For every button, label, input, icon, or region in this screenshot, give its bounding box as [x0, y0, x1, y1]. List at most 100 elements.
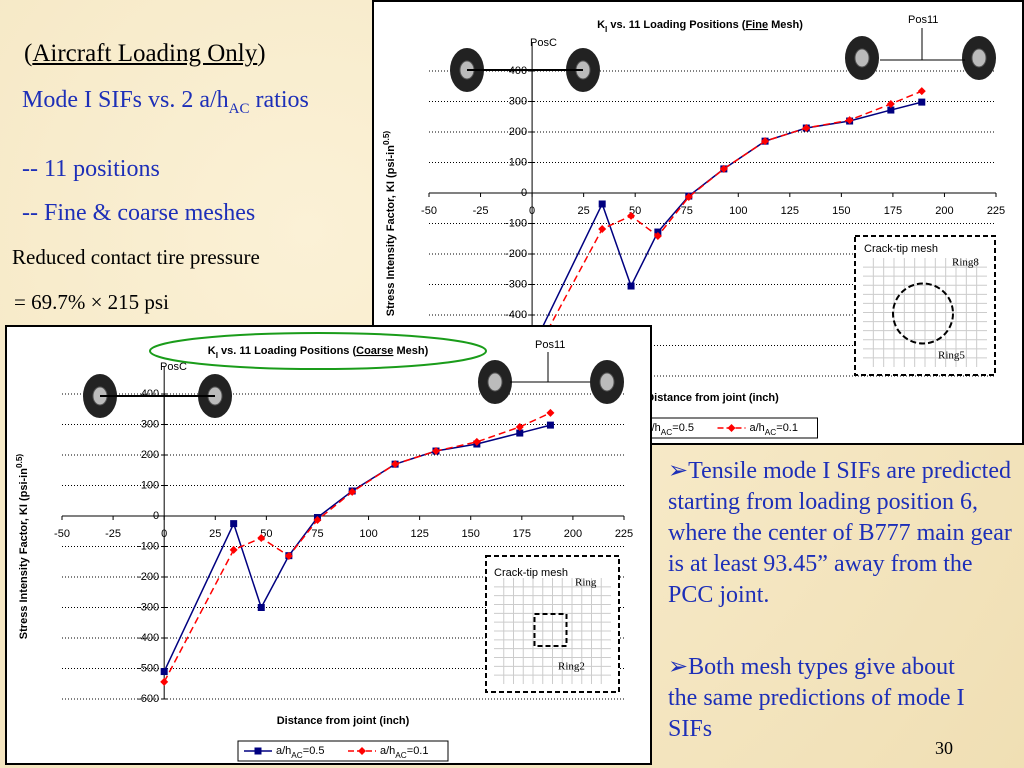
marker	[546, 408, 555, 417]
x-tick-label: 75	[681, 205, 693, 217]
bullet: ➢Both mesh types give about the same pre…	[668, 654, 965, 742]
y-axis-label: Stress Intensity Factor, KI (psi-in0.5)	[15, 454, 30, 640]
marker	[917, 87, 926, 96]
subtitle: Mode I SIFs vs. 2 a/hAC ratios	[22, 85, 312, 124]
text-part: Stress Intensity Factor, KI (psi-in	[385, 145, 397, 316]
marker	[257, 604, 265, 611]
marker	[160, 668, 168, 676]
marker	[802, 124, 811, 133]
marker	[230, 520, 238, 528]
text-part: Mesh)	[393, 345, 428, 357]
x-tick-label: 150	[832, 205, 850, 217]
y-tick-label: -600	[137, 693, 159, 705]
legend-label: a/hAC=0.1	[380, 745, 428, 760]
y-tick-label: 100	[141, 479, 159, 491]
legend-marker	[254, 747, 262, 755]
text-part: AC	[395, 751, 407, 760]
text-part: I	[216, 351, 218, 360]
y-tick-label: 100	[509, 156, 527, 168]
annotation: Pos11	[908, 14, 938, 26]
text-part: Mesh)	[768, 19, 803, 31]
x-tick-label: -25	[105, 528, 121, 540]
title-highlight	[149, 332, 487, 370]
x-tick-label: 225	[987, 205, 1005, 217]
y-tick-label: -300	[137, 601, 159, 613]
x-tick-label: 200	[564, 528, 582, 540]
x-tick-label: 125	[781, 205, 799, 217]
tire-rim	[971, 48, 987, 68]
y-tick-label: -200	[137, 571, 159, 583]
text-part: AC	[661, 428, 673, 437]
y-tick-label: 300	[141, 418, 159, 430]
y-tick-label: -500	[137, 662, 159, 674]
y-tick-label: 200	[141, 449, 159, 461]
marker	[546, 421, 554, 429]
text-part: )	[382, 131, 391, 134]
x-tick-label: -50	[54, 528, 70, 540]
marker	[627, 211, 636, 220]
text-part: AC	[291, 751, 303, 760]
y-tick-label: -100	[137, 540, 159, 552]
marker	[598, 224, 607, 233]
marker	[391, 460, 400, 469]
x-tick-label: 100	[359, 528, 377, 540]
y-tick-label: 400	[141, 388, 159, 400]
annotation: Crack-tip mesh	[864, 243, 938, 255]
x-tick-label: 100	[729, 205, 747, 217]
x-tick-label: 75	[311, 528, 323, 540]
heading-part: (	[24, 40, 33, 67]
annotation: Ring5	[938, 350, 965, 362]
x-tick-label: 175	[884, 205, 902, 217]
text-part: AC	[765, 428, 777, 437]
text-part: =0.5	[303, 745, 325, 757]
marker	[653, 232, 662, 241]
text-part: =0.5	[672, 422, 694, 434]
heading: (Aircraft Loading Only)	[24, 40, 266, 68]
annotation: Crack-tip mesh	[494, 567, 568, 579]
point: -- 11 positions	[22, 156, 160, 182]
annotation: PosC	[160, 361, 187, 373]
marker	[313, 515, 322, 524]
marker	[348, 487, 357, 496]
tire-rim	[599, 372, 615, 392]
tire-rim	[487, 372, 503, 392]
x-tick-label: 125	[410, 528, 428, 540]
y-tick-label: -300	[505, 278, 527, 290]
text-part: a/h	[380, 745, 395, 757]
marker	[918, 98, 926, 106]
heading-part: Aircraft Loading Only	[32, 40, 258, 67]
subtitle-part: Mode I SIFs vs. 2 a/h	[22, 87, 229, 113]
heading-part: )	[257, 40, 266, 67]
y-tick-label: 300	[509, 95, 527, 107]
x-tick-label: 175	[513, 528, 531, 540]
y-tick-label: 200	[509, 126, 527, 138]
text-part: )	[15, 454, 24, 457]
text-part: vs. 11 Loading Positions (	[607, 19, 745, 31]
x-tick-label: -50	[421, 205, 437, 217]
text-part: Fine	[745, 19, 768, 31]
marker	[516, 429, 524, 437]
marker	[515, 422, 524, 431]
mesh-ring	[533, 613, 568, 647]
marker	[886, 99, 895, 108]
text-part: 0.5	[382, 133, 391, 145]
marker	[627, 282, 635, 290]
marker	[257, 533, 266, 542]
series-line	[531, 90, 923, 360]
annotation: Ring8	[952, 257, 979, 269]
marker	[887, 106, 895, 114]
subtitle-part: ratios	[249, 87, 309, 113]
y-axis-label: Stress Intensity Factor, KI (psi-in0.5)	[382, 131, 397, 317]
annotation: Pos11	[535, 339, 565, 351]
annotation: PosC	[530, 37, 557, 49]
x-tick-label: 225	[615, 528, 633, 540]
subtitle-part: AC	[228, 100, 250, 117]
legend-label: a/hAC=0.5	[276, 745, 324, 760]
text-part: vs. 11 Loading Positions (	[218, 345, 356, 357]
x-tick-label: 150	[462, 528, 480, 540]
marker	[284, 551, 293, 560]
text-part: I	[605, 25, 607, 34]
y-tick-label: -400	[137, 632, 159, 644]
